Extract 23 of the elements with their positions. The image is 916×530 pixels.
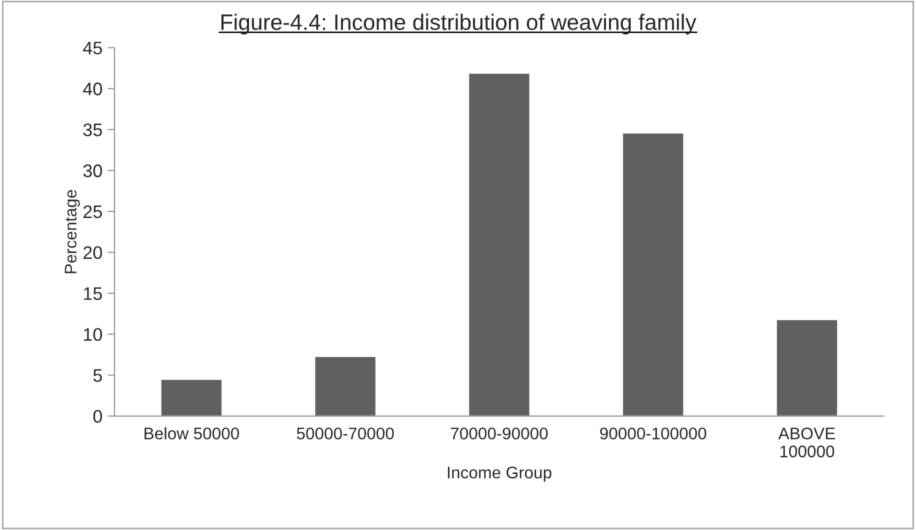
bar: [776, 318, 838, 416]
y-tick-label: 25: [84, 205, 102, 218]
x-tick-label: ABOVE 100000: [778, 428, 835, 458]
y-tick-label: 0: [93, 410, 102, 423]
y-tick-label: 40: [83, 82, 102, 96]
y-tick-label: 10: [84, 328, 102, 341]
x-tick-label: 90000-100000: [600, 428, 706, 440]
y-tick-label: 45: [83, 42, 102, 54]
y-tick-label: 5: [93, 369, 102, 382]
x-tick-label: 70000-90000: [450, 428, 548, 440]
bar: [468, 72, 531, 416]
x-tick-label: 50000-70000: [296, 428, 394, 440]
x-tick-label: Below 50000: [144, 427, 239, 440]
y-tick-label: 30: [83, 164, 102, 178]
y-tick-label: 20: [84, 246, 102, 260]
y-tick-label: 35: [83, 123, 102, 136]
chart-title: Figure-4.4: Income distribution of weaving family: [221, 14, 696, 34]
x-axis-title: Income Group: [448, 466, 552, 482]
y-tick-label: 15: [84, 287, 102, 300]
bar: [314, 356, 377, 416]
y-axis-title: Percentage: [64, 190, 80, 274]
bar: [160, 378, 223, 416]
bar: [622, 132, 685, 416]
